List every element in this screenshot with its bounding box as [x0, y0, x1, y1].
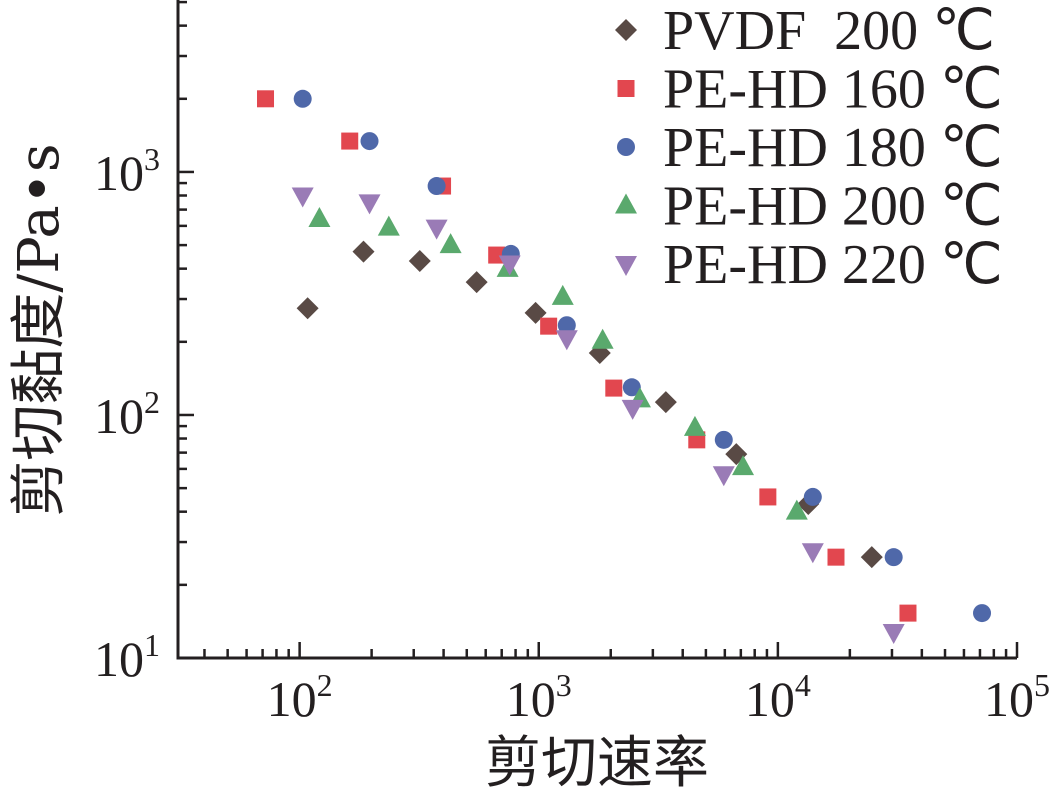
legend-marker-pvdf-200: [615, 19, 637, 41]
legend-item-pe-hd-180: PE-HD 180 ℃: [617, 117, 1003, 179]
point-pe-hd-220: [358, 194, 381, 215]
series-pe-hd-180: [293, 89, 992, 623]
y-tick-label: 102: [94, 384, 160, 444]
point-pe-hd-200: [591, 328, 614, 349]
point-pe-hd-220: [555, 330, 578, 351]
point-pe-hd-220: [801, 543, 824, 564]
y-axis-title: 剪切黏度/Pa•s: [7, 143, 72, 516]
x-tick-label-exponent: 5: [1034, 667, 1050, 703]
legend-marker-pe-hd-220: [615, 256, 637, 276]
legend-marker-pe-hd-180: [617, 138, 635, 156]
point-pvdf-200: [860, 546, 883, 569]
y-tick-label: 101: [94, 627, 160, 687]
point-pe-hd-160: [540, 317, 558, 335]
point-pe-hd-220: [712, 466, 735, 487]
point-pe-hd-160: [341, 132, 359, 150]
point-pe-hd-180: [557, 316, 576, 335]
legend-item-pe-hd-200: PE-HD 200 ℃: [615, 176, 1003, 238]
y-tick-label-base: 10: [94, 145, 144, 201]
x-tick-label: 102: [267, 667, 333, 727]
point-pe-hd-180: [803, 487, 822, 506]
point-pe-hd-220: [291, 187, 314, 208]
x-tick-label: 104: [745, 667, 811, 727]
point-pe-hd-180: [622, 378, 641, 397]
x-tick-label-base: 10: [267, 671, 317, 727]
x-tick-label-base: 10: [984, 671, 1034, 727]
point-pe-hd-160: [899, 604, 917, 622]
point-pvdf-200: [465, 271, 488, 294]
legend-item-pe-hd-160: PE-HD 160 ℃: [617, 59, 1003, 121]
point-pe-hd-180: [884, 548, 903, 567]
point-pvdf-200: [654, 391, 677, 414]
point-pe-hd-200: [785, 499, 808, 520]
point-pe-hd-200: [732, 455, 755, 476]
x-tick-label-base: 10: [745, 671, 795, 727]
point-pe-hd-160: [759, 488, 777, 506]
point-pe-hd-200: [377, 215, 400, 236]
legend-label-pe-hd-220: PE-HD 220 ℃: [663, 234, 1003, 296]
y-tick-label-exponent: 3: [144, 141, 160, 177]
point-pe-hd-220: [498, 255, 521, 276]
series-pe-hd-160: [257, 90, 917, 622]
point-pvdf-200: [296, 297, 319, 320]
x-tick-label: 103: [506, 667, 572, 727]
legend-item-pe-hd-220: PE-HD 220 ℃: [615, 234, 1003, 296]
point-pe-hd-180: [714, 430, 733, 449]
legend-label-pe-hd-200: PE-HD 200 ℃: [663, 176, 1003, 238]
point-pe-hd-160: [605, 379, 623, 397]
point-pe-hd-200: [551, 284, 574, 305]
x-tick-label-base: 10: [506, 671, 556, 727]
x-tick-label-exponent: 4: [795, 667, 811, 703]
y-tick-label-base: 10: [94, 631, 144, 687]
point-pvdf-200: [352, 240, 375, 263]
legend: PVDF 200 ℃PE-HD 160 ℃PE-HD 180 ℃PE-HD 20…: [615, 0, 1003, 296]
x-tick-label: 105: [984, 667, 1050, 727]
legend-label-pe-hd-160: PE-HD 160 ℃: [663, 59, 1003, 121]
axis-ticks: [178, 0, 1019, 660]
y-tick-label-exponent: 1: [144, 627, 160, 663]
point-pe-hd-160: [827, 548, 845, 566]
point-pvdf-200: [408, 250, 431, 273]
axes: [176, 0, 1017, 660]
point-pe-hd-220: [882, 623, 905, 644]
point-pe-hd-200: [683, 415, 706, 436]
y-tick-label-exponent: 2: [144, 384, 160, 420]
legend-label-pe-hd-180: PE-HD 180 ℃: [663, 117, 1003, 179]
x-tick-label-exponent: 2: [317, 667, 333, 703]
x-axis-title: 剪切速率: [485, 731, 709, 796]
series-pe-hd-200: [308, 207, 808, 520]
point-pe-hd-220: [621, 399, 644, 420]
point-pe-hd-200: [439, 233, 462, 254]
point-pe-hd-160: [257, 90, 275, 108]
y-tick-label: 103: [94, 141, 160, 201]
point-pe-hd-180: [293, 89, 312, 108]
point-pe-hd-200: [308, 207, 331, 228]
data-points: [257, 89, 992, 644]
point-pe-hd-180: [973, 604, 992, 623]
point-pe-hd-220: [425, 219, 448, 240]
x-tick-label-exponent: 3: [556, 667, 572, 703]
series-pe-hd-220: [291, 187, 905, 644]
legend-item-pvdf-200: PVDF 200 ℃: [615, 0, 995, 62]
legend-marker-pe-hd-200: [615, 193, 637, 214]
legend-label-pvdf-200: PVDF 200 ℃: [663, 0, 995, 62]
point-pe-hd-180: [360, 132, 379, 151]
legend-marker-pe-hd-160: [617, 80, 635, 97]
y-tick-label-base: 10: [94, 388, 144, 444]
point-pe-hd-180: [427, 177, 446, 196]
